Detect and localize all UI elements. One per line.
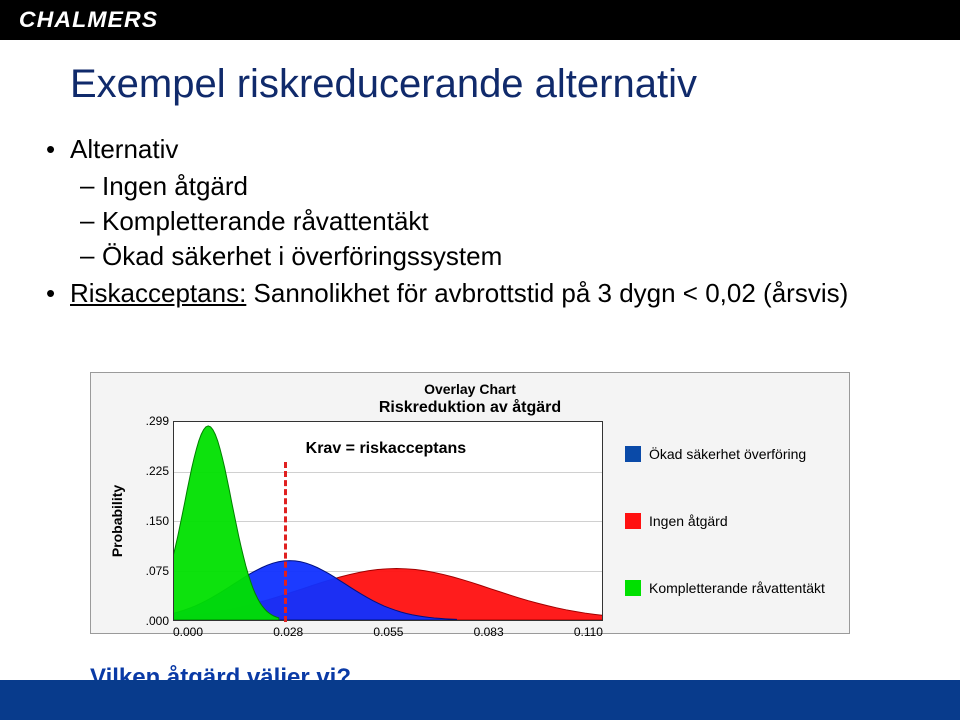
riskacceptans-label: Riskacceptans: xyxy=(70,278,246,308)
legend-label: Ökad säkerhet överföring xyxy=(649,446,806,462)
legend-swatch xyxy=(625,446,641,462)
legend-label: Ingen åtgärd xyxy=(649,513,728,529)
xtick: 0.083 xyxy=(474,625,504,639)
bullet-alternativ: Alternativ xyxy=(46,134,848,165)
yticks: .299 .225 .150 .075 .000 xyxy=(133,421,173,621)
chart-body: Probability .299 .225 .150 .075 .000 Kra… xyxy=(101,421,839,621)
slide-title: Exempel riskreducerande alternativ xyxy=(70,62,697,107)
legend-item: Ingen åtgärd xyxy=(625,513,839,529)
xtick: 0.110 xyxy=(574,625,603,639)
ytick: .299 xyxy=(146,414,169,428)
xtick: 0.000 xyxy=(173,625,203,639)
legend: Ökad säkerhet överföring Ingen åtgärd Komp… xyxy=(603,421,839,621)
header-bar: CHALMERS xyxy=(0,0,960,40)
annotation-krav: Krav = riskacceptans xyxy=(306,440,467,458)
xtick: 0.055 xyxy=(373,625,403,639)
legend-swatch xyxy=(625,513,641,529)
xticks: 0.000 0.028 0.055 0.083 0.110 xyxy=(173,621,603,639)
riskacceptans-rest: Sannolikhet för avbrottstid på 3 dygn < … xyxy=(246,278,848,308)
ytick: .150 xyxy=(146,514,169,528)
chalmers-logo: CHALMERS xyxy=(0,7,158,33)
legend-item: Ökad säkerhet överföring xyxy=(625,446,839,462)
bullet-riskacceptans: Riskacceptans: Sannolikhet för avbrottst… xyxy=(46,278,848,309)
chart-ylabel: Probability xyxy=(109,485,125,557)
ylabel-wrap: Probability xyxy=(101,421,133,621)
footer-bar xyxy=(0,680,960,720)
ytick: .225 xyxy=(146,464,169,478)
legend-item: Kompletterande råvattentäkt xyxy=(625,580,839,596)
riskacceptans-dash-line xyxy=(284,462,287,622)
legend-swatch xyxy=(625,580,641,596)
overlay-chart: Overlay Chart Riskreduktion av åtgärd Pr… xyxy=(90,372,850,634)
plot-area: Krav = riskacceptans xyxy=(173,421,603,621)
slide: CHALMERS Exempel riskreducerande alterna… xyxy=(0,0,960,720)
chart-subtitle: Riskreduktion av åtgärd xyxy=(101,399,839,417)
bullet-okad-sakerhet: Ökad säkerhet i överföringssystem xyxy=(80,241,848,272)
bullet-ingen-atgard: Ingen åtgärd xyxy=(80,171,848,202)
legend-label: Kompletterande råvattentäkt xyxy=(649,580,825,596)
ytick: .075 xyxy=(146,564,169,578)
ytick: .000 xyxy=(146,614,169,628)
bullet-kompletterande: Kompletterande råvattentäkt xyxy=(80,206,848,237)
bullet-list: Alternativ Ingen åtgärd Kompletterande r… xyxy=(46,128,848,315)
chart-title: Overlay Chart xyxy=(101,381,839,397)
xtick: 0.028 xyxy=(273,625,303,639)
